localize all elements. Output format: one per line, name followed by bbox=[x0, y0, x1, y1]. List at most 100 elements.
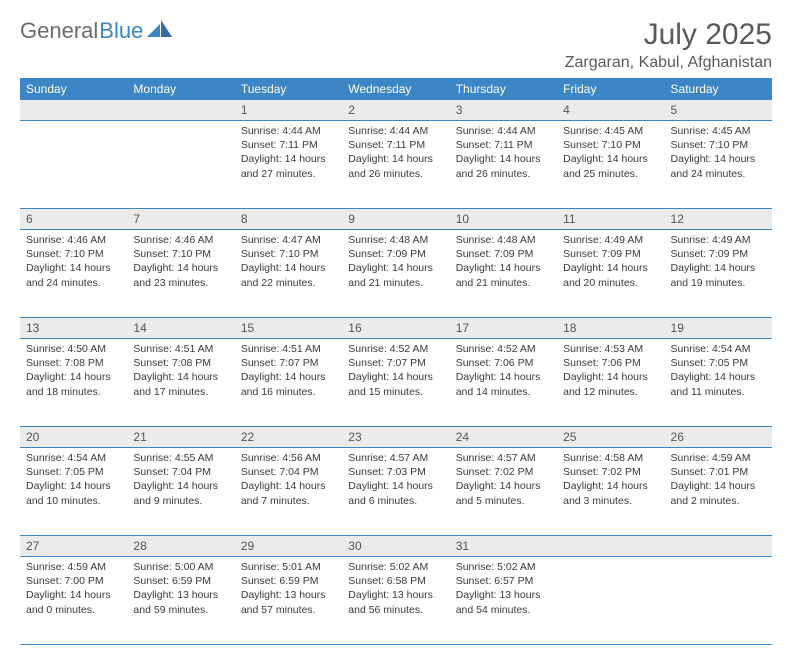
daylight-text: Daylight: 14 hours and 18 minutes. bbox=[26, 370, 121, 398]
day-number-cell: 31 bbox=[450, 536, 557, 557]
day-number-cell: 28 bbox=[127, 536, 234, 557]
sunset-text: Sunset: 6:59 PM bbox=[133, 574, 228, 588]
brand-word-1: General bbox=[20, 18, 98, 44]
calendar-page: General Blue July 2025 Zargaran, Kabul, … bbox=[0, 0, 792, 655]
sunset-text: Sunset: 7:10 PM bbox=[563, 138, 658, 152]
sunset-text: Sunset: 7:05 PM bbox=[671, 356, 766, 370]
sunset-text: Sunset: 7:08 PM bbox=[133, 356, 228, 370]
sunset-text: Sunset: 7:08 PM bbox=[26, 356, 121, 370]
day-number-cell: 21 bbox=[127, 427, 234, 448]
day-number-cell: 23 bbox=[342, 427, 449, 448]
day-cell-body: Sunrise: 5:02 AMSunset: 6:57 PMDaylight:… bbox=[450, 557, 557, 621]
day-number-cell: 16 bbox=[342, 318, 449, 339]
day-cell-body bbox=[665, 557, 772, 564]
day-number-cell: 3 bbox=[450, 100, 557, 121]
daynum-row: 20212223242526 bbox=[20, 427, 772, 448]
sunrise-text: Sunrise: 4:51 AM bbox=[133, 342, 228, 356]
sunset-text: Sunset: 7:11 PM bbox=[456, 138, 551, 152]
day-cell-body: Sunrise: 4:48 AMSunset: 7:09 PMDaylight:… bbox=[342, 230, 449, 294]
day-body-row: Sunrise: 4:44 AMSunset: 7:11 PMDaylight:… bbox=[20, 121, 772, 209]
day-cell-body: Sunrise: 4:57 AMSunset: 7:02 PMDaylight:… bbox=[450, 448, 557, 512]
daynum-row: 2728293031 bbox=[20, 536, 772, 557]
sunset-text: Sunset: 7:09 PM bbox=[456, 247, 551, 261]
day-cell bbox=[127, 121, 234, 209]
sunset-text: Sunset: 7:11 PM bbox=[241, 138, 336, 152]
day-number-cell: 4 bbox=[557, 100, 664, 121]
daylight-text: Daylight: 13 hours and 54 minutes. bbox=[456, 588, 551, 616]
weekday-header: Thursday bbox=[450, 78, 557, 100]
day-cell: Sunrise: 4:57 AMSunset: 7:03 PMDaylight:… bbox=[342, 448, 449, 536]
day-number-cell: 22 bbox=[235, 427, 342, 448]
day-cell-body: Sunrise: 4:53 AMSunset: 7:06 PMDaylight:… bbox=[557, 339, 664, 403]
day-number-cell bbox=[20, 100, 127, 121]
sunrise-text: Sunrise: 4:44 AM bbox=[348, 124, 443, 138]
day-cell bbox=[557, 557, 664, 645]
daylight-text: Daylight: 14 hours and 21 minutes. bbox=[456, 261, 551, 289]
day-cell: Sunrise: 4:47 AMSunset: 7:10 PMDaylight:… bbox=[235, 230, 342, 318]
day-cell: Sunrise: 4:48 AMSunset: 7:09 PMDaylight:… bbox=[450, 230, 557, 318]
sunrise-text: Sunrise: 4:52 AM bbox=[348, 342, 443, 356]
day-cell-body: Sunrise: 4:45 AMSunset: 7:10 PMDaylight:… bbox=[665, 121, 772, 185]
day-number-cell: 27 bbox=[20, 536, 127, 557]
sunrise-text: Sunrise: 4:54 AM bbox=[671, 342, 766, 356]
day-cell: Sunrise: 4:59 AMSunset: 7:01 PMDaylight:… bbox=[665, 448, 772, 536]
sunset-text: Sunset: 7:10 PM bbox=[133, 247, 228, 261]
sunrise-text: Sunrise: 5:02 AM bbox=[348, 560, 443, 574]
day-number-cell: 14 bbox=[127, 318, 234, 339]
weekday-header: Monday bbox=[127, 78, 234, 100]
day-cell-body: Sunrise: 4:44 AMSunset: 7:11 PMDaylight:… bbox=[450, 121, 557, 185]
day-cell: Sunrise: 5:00 AMSunset: 6:59 PMDaylight:… bbox=[127, 557, 234, 645]
day-cell-body bbox=[557, 557, 664, 564]
day-cell: Sunrise: 5:02 AMSunset: 6:58 PMDaylight:… bbox=[342, 557, 449, 645]
day-number-cell bbox=[127, 100, 234, 121]
sunrise-text: Sunrise: 4:49 AM bbox=[671, 233, 766, 247]
sunset-text: Sunset: 7:11 PM bbox=[348, 138, 443, 152]
day-cell: Sunrise: 4:45 AMSunset: 7:10 PMDaylight:… bbox=[665, 121, 772, 209]
sunrise-text: Sunrise: 4:59 AM bbox=[671, 451, 766, 465]
sunset-text: Sunset: 7:10 PM bbox=[241, 247, 336, 261]
calendar-table: Sunday Monday Tuesday Wednesday Thursday… bbox=[20, 78, 772, 645]
day-number-cell bbox=[557, 536, 664, 557]
sunrise-text: Sunrise: 4:47 AM bbox=[241, 233, 336, 247]
day-number-cell: 2 bbox=[342, 100, 449, 121]
sunset-text: Sunset: 7:04 PM bbox=[241, 465, 336, 479]
daylight-text: Daylight: 13 hours and 56 minutes. bbox=[348, 588, 443, 616]
daylight-text: Daylight: 14 hours and 14 minutes. bbox=[456, 370, 551, 398]
day-number-cell: 30 bbox=[342, 536, 449, 557]
daylight-text: Daylight: 13 hours and 57 minutes. bbox=[241, 588, 336, 616]
daylight-text: Daylight: 14 hours and 17 minutes. bbox=[133, 370, 228, 398]
location-text: Zargaran, Kabul, Afghanistan bbox=[565, 54, 772, 72]
sunset-text: Sunset: 6:58 PM bbox=[348, 574, 443, 588]
brand-word-2: Blue bbox=[99, 18, 143, 44]
sunrise-text: Sunrise: 4:53 AM bbox=[563, 342, 658, 356]
day-body-row: Sunrise: 4:54 AMSunset: 7:05 PMDaylight:… bbox=[20, 448, 772, 536]
sunrise-text: Sunrise: 4:44 AM bbox=[456, 124, 551, 138]
day-number-cell: 18 bbox=[557, 318, 664, 339]
daylight-text: Daylight: 14 hours and 26 minutes. bbox=[348, 152, 443, 180]
sunrise-text: Sunrise: 4:55 AM bbox=[133, 451, 228, 465]
day-cell-body: Sunrise: 4:57 AMSunset: 7:03 PMDaylight:… bbox=[342, 448, 449, 512]
day-cell-body: Sunrise: 4:49 AMSunset: 7:09 PMDaylight:… bbox=[665, 230, 772, 294]
daylight-text: Daylight: 14 hours and 11 minutes. bbox=[671, 370, 766, 398]
sunrise-text: Sunrise: 4:45 AM bbox=[671, 124, 766, 138]
sunset-text: Sunset: 7:03 PM bbox=[348, 465, 443, 479]
daylight-text: Daylight: 14 hours and 24 minutes. bbox=[26, 261, 121, 289]
day-number-cell: 8 bbox=[235, 209, 342, 230]
daylight-text: Daylight: 14 hours and 0 minutes. bbox=[26, 588, 121, 616]
day-cell-body: Sunrise: 4:48 AMSunset: 7:09 PMDaylight:… bbox=[450, 230, 557, 294]
sunset-text: Sunset: 7:04 PM bbox=[133, 465, 228, 479]
day-cell: Sunrise: 4:58 AMSunset: 7:02 PMDaylight:… bbox=[557, 448, 664, 536]
day-number-cell: 17 bbox=[450, 318, 557, 339]
day-cell-body: Sunrise: 4:54 AMSunset: 7:05 PMDaylight:… bbox=[20, 448, 127, 512]
day-cell-body: Sunrise: 4:52 AMSunset: 7:06 PMDaylight:… bbox=[450, 339, 557, 403]
day-cell: Sunrise: 4:49 AMSunset: 7:09 PMDaylight:… bbox=[557, 230, 664, 318]
day-cell-body: Sunrise: 4:59 AMSunset: 7:00 PMDaylight:… bbox=[20, 557, 127, 621]
day-cell: Sunrise: 4:54 AMSunset: 7:05 PMDaylight:… bbox=[665, 339, 772, 427]
sunrise-text: Sunrise: 4:52 AM bbox=[456, 342, 551, 356]
sunset-text: Sunset: 7:00 PM bbox=[26, 574, 121, 588]
day-cell: Sunrise: 4:46 AMSunset: 7:10 PMDaylight:… bbox=[20, 230, 127, 318]
daylight-text: Daylight: 14 hours and 21 minutes. bbox=[348, 261, 443, 289]
sunrise-text: Sunrise: 4:46 AM bbox=[26, 233, 121, 247]
day-cell-body: Sunrise: 4:56 AMSunset: 7:04 PMDaylight:… bbox=[235, 448, 342, 512]
sunrise-text: Sunrise: 4:59 AM bbox=[26, 560, 121, 574]
